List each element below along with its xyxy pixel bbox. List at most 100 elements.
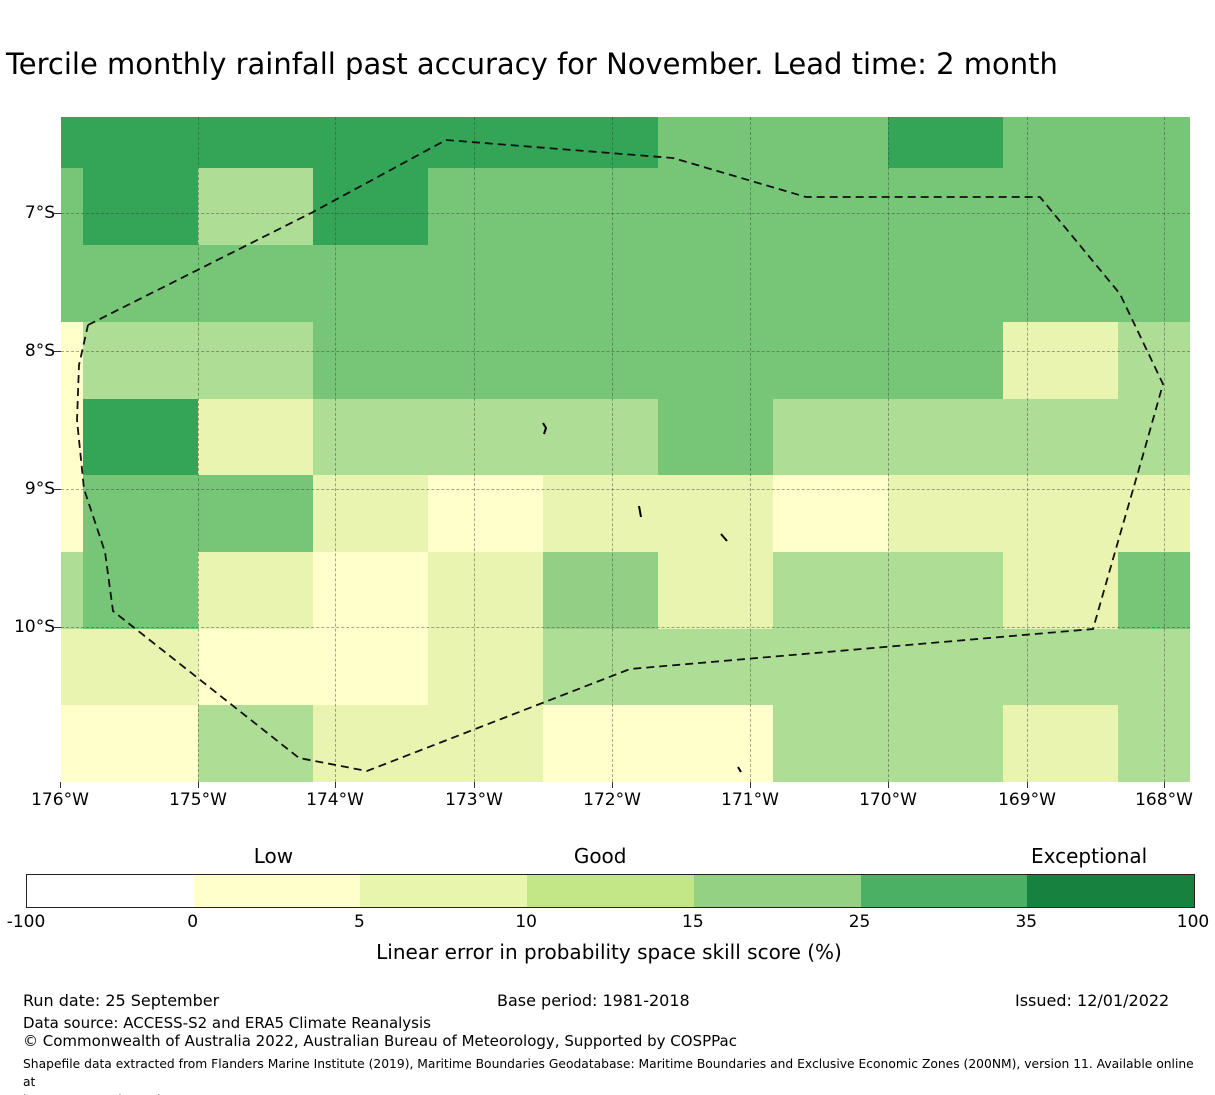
map-cell <box>773 629 888 705</box>
map-cell <box>543 629 658 705</box>
map-cell <box>83 475 198 552</box>
map-cell <box>888 117 1003 168</box>
map-cell <box>1118 168 1190 245</box>
colorbar-xlabel: Linear error in probability space skill … <box>376 940 842 964</box>
page-title: Tercile monthly rainfall past accuracy f… <box>6 47 1058 81</box>
x-tick-label: 173°W <box>445 790 503 810</box>
x-tick-label: 171°W <box>721 790 779 810</box>
x-tick-label: 170°W <box>859 790 917 810</box>
degree-gridline-vertical <box>198 117 199 782</box>
degree-gridline-horizontal <box>61 489 1190 490</box>
map-cell <box>83 168 198 245</box>
degree-gridline-vertical <box>335 117 336 782</box>
colorbar-tick-label: 35 <box>1015 912 1038 932</box>
y-tick-mark <box>54 489 61 490</box>
map-cell <box>773 168 888 245</box>
map-cell <box>198 117 313 168</box>
map-cell <box>61 245 83 322</box>
map-cell <box>83 705 198 782</box>
footer-run-date: Run date: 25 September <box>23 991 220 1010</box>
map-cell <box>658 117 773 168</box>
map-cell <box>428 705 543 782</box>
island-mark <box>542 422 548 435</box>
map-cell <box>428 475 543 552</box>
map-cell <box>1003 475 1118 552</box>
map-cell <box>1118 245 1190 322</box>
y-tick-label: 7°S <box>24 203 55 223</box>
map-cell <box>543 399 658 475</box>
map-cell <box>773 399 888 475</box>
map-cell <box>428 629 543 705</box>
x-tick-label: 168°W <box>1135 790 1193 810</box>
colorbar-tick-label: 0 <box>187 912 199 932</box>
map-cell <box>313 475 428 552</box>
colorbar-tick-label: 10 <box>515 912 537 932</box>
degree-gridline-vertical <box>474 117 475 782</box>
map-cell <box>313 629 428 705</box>
colorbar-tick-label: 25 <box>848 912 871 932</box>
map-cell <box>61 168 83 245</box>
map-cell <box>61 629 83 705</box>
colorbar-segment <box>360 875 528 907</box>
x-tick-mark <box>888 782 889 788</box>
map-cell <box>888 168 1003 245</box>
map-cell <box>888 475 1003 552</box>
map-cell <box>1003 168 1118 245</box>
degree-gridline-vertical <box>750 117 751 782</box>
map-cell <box>773 245 888 322</box>
degree-gridline-vertical <box>612 117 613 782</box>
colorbar-segment <box>193 875 361 907</box>
map-cell <box>428 245 543 322</box>
map-cell <box>658 705 773 782</box>
map-cell <box>658 475 773 552</box>
x-tick-label: 175°W <box>169 790 227 810</box>
x-tick-mark <box>335 782 336 788</box>
map-cell <box>543 552 658 629</box>
degree-gridline-vertical <box>1164 117 1165 782</box>
map-cell <box>313 117 428 168</box>
map-cell <box>543 168 658 245</box>
map-cell <box>198 168 313 245</box>
map-cell <box>428 168 543 245</box>
colorbar-segment <box>693 875 861 907</box>
x-tick-label: 169°W <box>998 790 1056 810</box>
map-cell <box>543 322 658 399</box>
colorbar-segment <box>527 875 694 907</box>
map-cell <box>313 245 428 322</box>
map-cell <box>198 629 313 705</box>
island-mark <box>720 533 728 542</box>
map-cell <box>1003 629 1118 705</box>
island-mark <box>737 766 742 773</box>
map-cell <box>1003 322 1118 399</box>
y-tick-label: 9°S <box>24 479 55 499</box>
map-cell <box>61 705 83 782</box>
degree-gridline-horizontal <box>61 351 1190 352</box>
map-cell <box>773 117 888 168</box>
map-cell <box>83 629 198 705</box>
map-cell <box>1003 399 1118 475</box>
map-cell <box>773 322 888 399</box>
map-cell <box>61 552 83 629</box>
map-cell <box>888 399 1003 475</box>
y-tick-mark <box>54 351 61 352</box>
colorbar-tick-label: 5 <box>354 912 365 932</box>
colorbar-segment <box>27 875 194 907</box>
x-tick-mark <box>198 782 199 788</box>
map-cell <box>773 475 888 552</box>
map-cell <box>428 399 543 475</box>
footer-shapefile-note-line: Shapefile data extracted from Flanders M… <box>23 1057 1194 1089</box>
footer-shapefile-note-line: http://www.marineregions.org/. <box>23 1092 1198 1095</box>
map-cell <box>1118 399 1190 475</box>
map-cell <box>1003 117 1118 168</box>
map-cell <box>83 322 198 399</box>
map-cell <box>83 117 198 168</box>
colorbar-caption: Low <box>253 844 294 868</box>
degree-gridline-vertical <box>1027 117 1028 782</box>
map-cell <box>313 322 428 399</box>
map-overlay <box>76 139 1164 773</box>
map-cell <box>658 168 773 245</box>
x-tick-label: 176°W <box>31 790 89 810</box>
map-cell <box>1118 117 1190 168</box>
map-cell <box>658 399 773 475</box>
